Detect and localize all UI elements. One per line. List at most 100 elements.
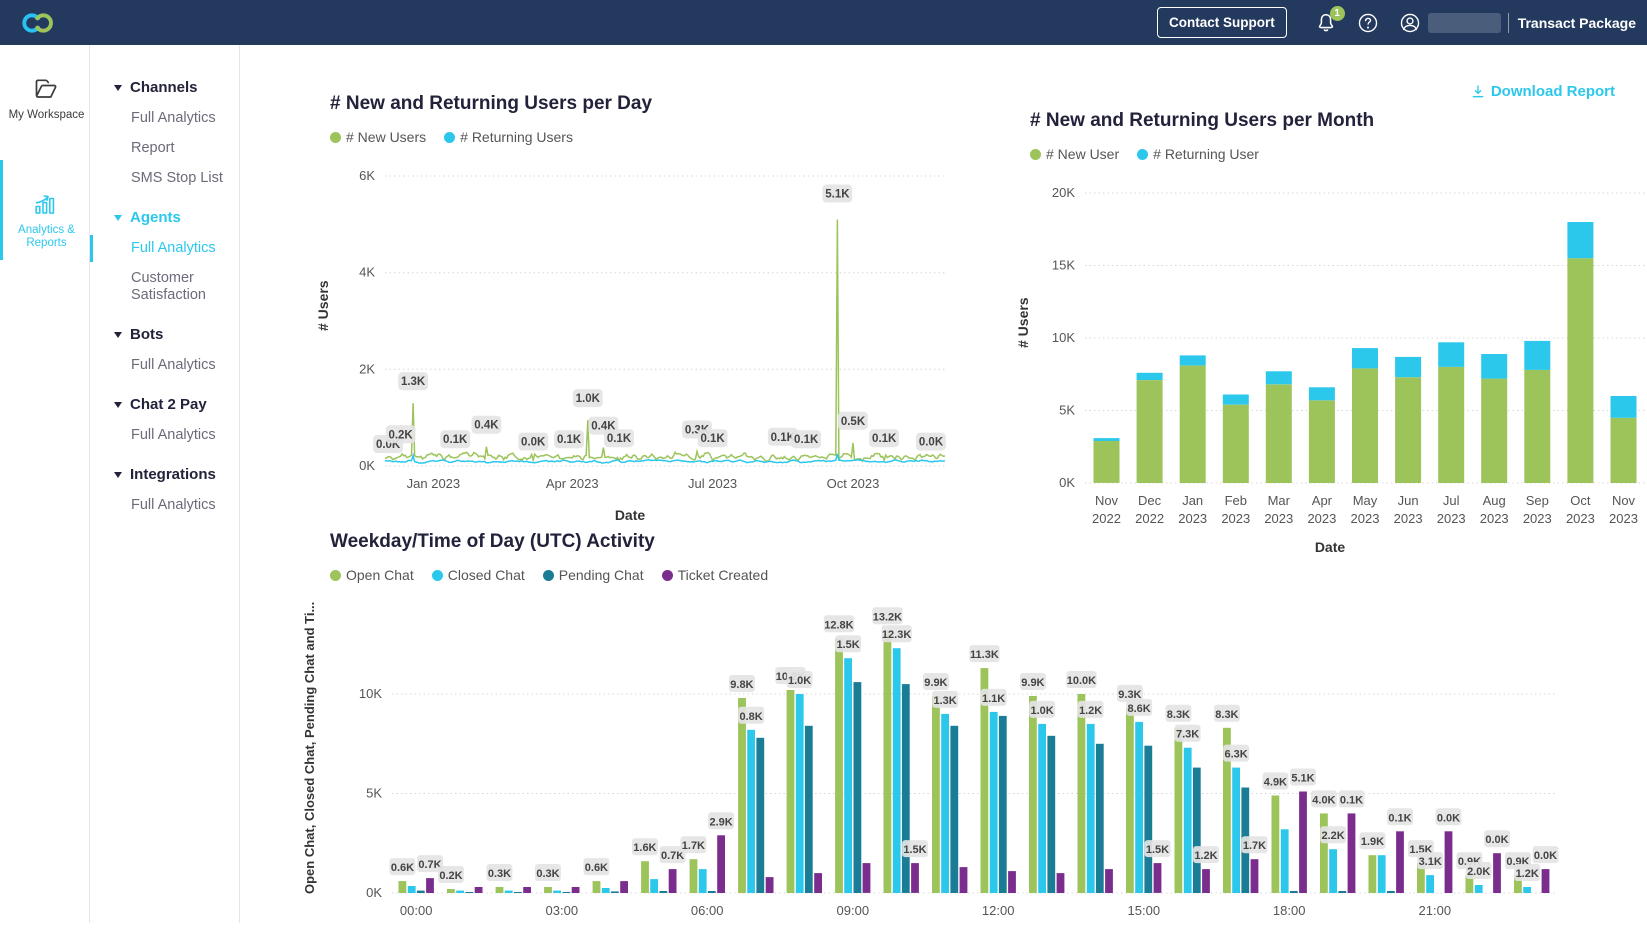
svg-text:09:00: 09:00 [837,903,870,918]
svg-text:Feb: Feb [1225,493,1247,508]
svg-text:May: May [1353,493,1378,508]
svg-text:2023: 2023 [1178,511,1207,526]
svg-text:0.3K: 0.3K [536,868,559,880]
svg-text:Jul: Jul [1443,493,1460,508]
svg-text:1.0K: 1.0K [1030,705,1053,717]
svg-text:1.5K: 1.5K [836,639,859,651]
svg-text:1.7K: 1.7K [1243,840,1266,852]
svg-text:6K: 6K [359,168,375,183]
svg-text:5.1K: 5.1K [825,189,850,201]
svg-text:2023: 2023 [1480,511,1509,526]
svg-text:7.3K: 7.3K [1176,729,1199,741]
svg-text:20K: 20K [1052,185,1075,200]
svg-text:1.1K: 1.1K [982,693,1005,705]
svg-text:0.6K: 0.6K [585,862,608,874]
svg-text:12.3K: 12.3K [882,629,911,641]
svg-text:2023: 2023 [1523,511,1552,526]
svg-text:1.2K: 1.2K [1194,850,1217,862]
svg-text:0.2K: 0.2K [388,429,413,441]
svg-text:Nov: Nov [1095,493,1119,508]
svg-text:00:00: 00:00 [400,903,433,918]
svg-text:0.1K: 0.1K [794,434,819,446]
svg-text:5.1K: 5.1K [1291,773,1314,785]
svg-text:0.1K: 0.1K [872,433,897,445]
svg-text:06:00: 06:00 [691,903,724,918]
svg-text:03:00: 03:00 [546,903,579,918]
svg-text:0.1K: 0.1K [443,434,468,446]
svg-text:2023: 2023 [1437,511,1466,526]
svg-text:Jan: Jan [1182,493,1203,508]
svg-text:6.3K: 6.3K [1224,749,1247,761]
svg-text:0.7K: 0.7K [661,850,684,862]
svg-text:15K: 15K [1052,258,1075,273]
svg-text:2022: 2022 [1092,511,1121,526]
svg-text:Aug: Aug [1483,493,1506,508]
svg-text:12:00: 12:00 [982,903,1015,918]
svg-text:1.0K: 1.0K [576,393,601,405]
svg-text:0.0K: 0.0K [1534,850,1557,862]
svg-text:0.0K: 0.0K [521,437,546,449]
svg-text:0.6K: 0.6K [391,862,414,874]
svg-text:2K: 2K [359,361,375,376]
svg-text:0.4K: 0.4K [474,420,499,432]
svg-text:5K: 5K [366,786,382,801]
svg-text:18:00: 18:00 [1273,903,1306,918]
svg-text:8.3K: 8.3K [1167,709,1190,721]
svg-text:2.9K: 2.9K [709,816,732,828]
svg-text:10K: 10K [1052,330,1075,345]
svg-text:13.2K: 13.2K [873,611,902,623]
svg-text:2023: 2023 [1307,511,1336,526]
svg-text:0.5K: 0.5K [841,416,866,428]
svg-text:Nov: Nov [1612,493,1636,508]
svg-text:1.2K: 1.2K [1516,868,1539,880]
svg-text:Apr: Apr [1312,493,1333,508]
svg-text:Jul 2023: Jul 2023 [688,476,737,491]
svg-text:1.6K: 1.6K [633,842,656,854]
svg-text:2023: 2023 [1351,511,1380,526]
svg-text:Oct 2023: Oct 2023 [827,476,880,491]
svg-text:1.2K: 1.2K [1079,705,1102,717]
svg-text:0.1K: 0.1K [1388,812,1411,824]
svg-text:15:00: 15:00 [1128,903,1161,918]
svg-text:2022: 2022 [1135,511,1164,526]
svg-text:1.3K: 1.3K [401,376,426,388]
svg-text:21:00: 21:00 [1419,903,1452,918]
svg-text:8.6K: 8.6K [1127,703,1150,715]
svg-text:0K: 0K [1059,475,1075,490]
svg-text:0.0K: 0.0K [1437,812,1460,824]
svg-text:5K: 5K [1059,403,1075,418]
svg-text:12.8K: 12.8K [824,619,853,631]
svg-text:2.0K: 2.0K [1467,866,1490,878]
svg-text:2.2K: 2.2K [1321,830,1344,842]
svg-text:3.1K: 3.1K [1419,856,1442,868]
svg-text:0.2K: 0.2K [439,870,462,882]
svg-text:0.0K: 0.0K [1485,834,1508,846]
svg-text:0K: 0K [366,885,382,900]
svg-text:2023: 2023 [1566,511,1595,526]
svg-text:10.0K: 10.0K [1067,675,1096,687]
svg-text:Dec: Dec [1138,493,1162,508]
svg-text:2023: 2023 [1221,511,1250,526]
svg-text:2023: 2023 [1609,511,1638,526]
svg-text:1.5K: 1.5K [903,844,926,856]
svg-text:0.1K: 0.1K [1340,794,1363,806]
svg-text:1.3K: 1.3K [933,695,956,707]
svg-text:2023: 2023 [1394,511,1423,526]
svg-text:11.3K: 11.3K [970,649,999,661]
svg-text:2023: 2023 [1264,511,1293,526]
svg-text:0.1K: 0.1K [557,434,582,446]
svg-text:Mar: Mar [1268,493,1291,508]
svg-text:4.9K: 4.9K [1264,777,1287,789]
svg-text:9.9K: 9.9K [924,677,947,689]
svg-text:Oct: Oct [1570,493,1591,508]
svg-text:0.1K: 0.1K [607,433,632,445]
svg-text:Jun: Jun [1398,493,1419,508]
svg-text:0.3K: 0.3K [488,868,511,880]
svg-text:9.9K: 9.9K [1021,677,1044,689]
svg-text:0K: 0K [359,458,375,473]
svg-text:Sep: Sep [1526,493,1549,508]
svg-text:1.7K: 1.7K [682,840,705,852]
svg-text:0.1K: 0.1K [700,433,725,445]
svg-text:0.0K: 0.0K [919,437,944,449]
svg-text:10K: 10K [359,686,382,701]
